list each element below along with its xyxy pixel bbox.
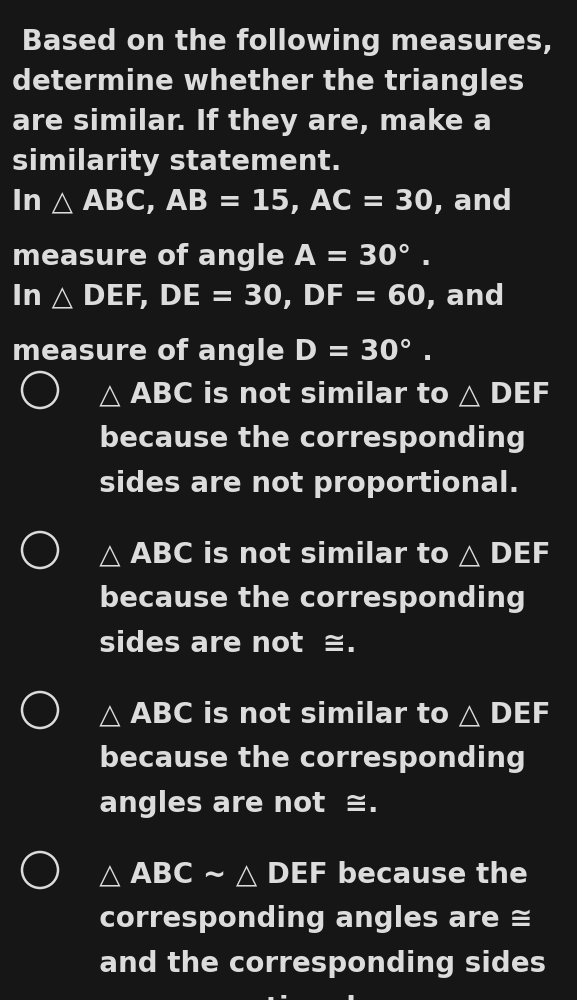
Text: △ ABC is not similar to △ DEF: △ ABC is not similar to △ DEF — [80, 700, 550, 728]
Text: △ ABC is not similar to △ DEF: △ ABC is not similar to △ DEF — [80, 540, 550, 568]
Text: Based on the following measures,: Based on the following measures, — [12, 28, 553, 56]
Text: determine whether the triangles: determine whether the triangles — [12, 68, 524, 96]
Text: are proportional.: are proportional. — [80, 995, 366, 1000]
Text: because the corresponding: because the corresponding — [80, 585, 526, 613]
Text: and the corresponding sides: and the corresponding sides — [80, 950, 546, 978]
Text: △ ABC ~ △ DEF because the: △ ABC ~ △ DEF because the — [80, 860, 528, 888]
Text: are similar. If they are, make a: are similar. If they are, make a — [12, 108, 492, 136]
Text: sides are not  ≅.: sides are not ≅. — [80, 630, 357, 658]
Text: In △ DEF, DE = 30, DF = 60, and: In △ DEF, DE = 30, DF = 60, and — [12, 283, 504, 311]
Text: measure of angle A = 30° .: measure of angle A = 30° . — [12, 243, 432, 271]
Text: because the corresponding: because the corresponding — [80, 745, 526, 773]
Text: angles are not  ≅.: angles are not ≅. — [80, 790, 379, 818]
Text: because the corresponding: because the corresponding — [80, 425, 526, 453]
Text: In △ ABC, AB = 15, AC = 30, and: In △ ABC, AB = 15, AC = 30, and — [12, 188, 512, 216]
Text: similarity statement.: similarity statement. — [12, 148, 342, 176]
Text: sides are not proportional.: sides are not proportional. — [80, 470, 519, 498]
Text: corresponding angles are ≅: corresponding angles are ≅ — [80, 905, 533, 933]
Text: △ ABC is not similar to △ DEF: △ ABC is not similar to △ DEF — [80, 380, 550, 408]
Text: measure of angle D = 30° .: measure of angle D = 30° . — [12, 338, 433, 366]
